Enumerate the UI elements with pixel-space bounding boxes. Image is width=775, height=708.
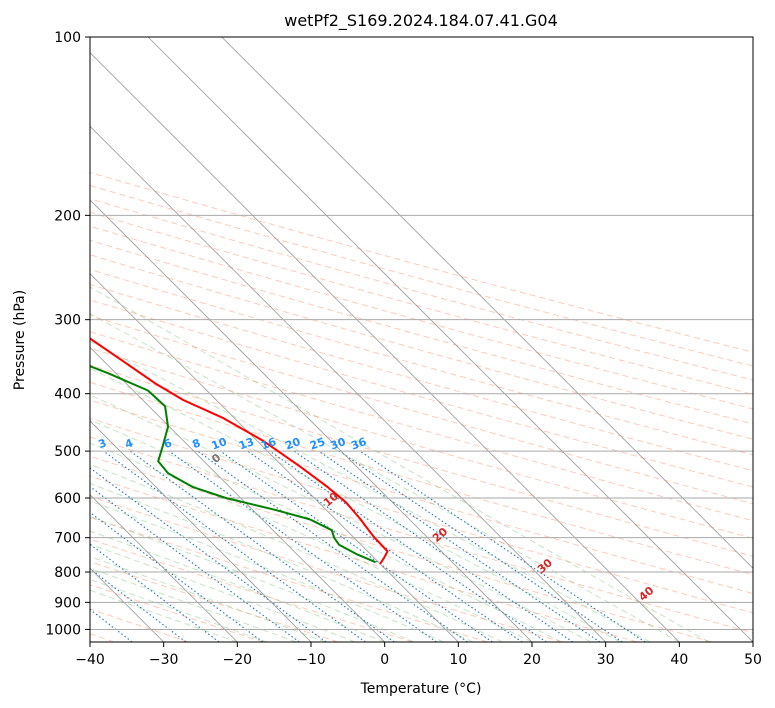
y-tick-label: 400 [54, 387, 81, 403]
isotherm-line [90, 273, 459, 642]
isotherms [90, 37, 753, 642]
isotherm-line [90, 346, 385, 642]
moist-adiabat [90, 286, 710, 642]
temperature-line [90, 337, 389, 565]
mixing-ratio-label: 10 [210, 435, 229, 453]
dry-adiabat [90, 417, 753, 614]
dry-adiabat [90, 475, 638, 642]
x-tick-label: 0 [380, 652, 389, 668]
x-tick-label: 30 [597, 652, 615, 668]
mixing-ratio-label: 8 [191, 436, 203, 451]
moist-adiabat [90, 567, 297, 642]
dry-adiabat [90, 399, 753, 594]
isotherm-line [221, 37, 753, 569]
x-axis-ticks: −40 −30 −20 −10 0 10 20 30 40 50 [75, 642, 762, 668]
y-tick-label: 600 [54, 491, 81, 507]
mixing-ratio-label: 13 [237, 435, 256, 452]
mixing-ratio-line [247, 450, 523, 642]
mixing-ratio-label: 6 [162, 436, 174, 451]
mixing-ratio-label: 30 [329, 435, 348, 453]
moist-adiabat [90, 463, 503, 642]
moist-adiabat [90, 340, 651, 642]
dry-adiabat [90, 254, 753, 440]
isotherm-line [90, 199, 533, 642]
dry-adiabat [90, 584, 264, 642]
dry-adiabat [90, 381, 753, 576]
y-tick-label: 300 [54, 313, 81, 329]
dry-adiabat [90, 364, 753, 557]
mixing-ratio-line [197, 450, 468, 642]
mixing-ratio-line [338, 450, 623, 642]
dry-adiabat [90, 184, 753, 367]
x-tick-label: −10 [296, 652, 326, 668]
isotherm-line [90, 420, 312, 642]
x-axis-label: Temperature (°C) [360, 681, 482, 697]
isotherm-line [147, 37, 753, 642]
mixing-ratio-line [168, 450, 437, 642]
mixing-ratio-label: 20 [283, 435, 302, 453]
x-tick-label: −20 [223, 652, 253, 668]
dry-adiabats [90, 171, 753, 642]
mixing-ratio-line [103, 450, 366, 642]
x-tick-label: 50 [744, 652, 762, 668]
isobars [90, 37, 753, 630]
x-tick-label: 10 [449, 652, 467, 668]
x-tick-label: −40 [75, 652, 105, 668]
chart-title: wetPf2_S169.2024.184.07.41.G04 [284, 11, 558, 31]
profile-series [90, 337, 389, 565]
isotherm-line [90, 125, 606, 642]
mixing-ratio-line [90, 543, 220, 642]
mixing-ratio-label: 36 [349, 435, 368, 453]
y-tick-label: 1000 [45, 622, 81, 638]
y-tick-label: 800 [54, 565, 81, 581]
y-tick-label: 200 [54, 208, 81, 224]
mixing-ratio-label: 3 [97, 436, 109, 451]
mixing-ratio-line [269, 450, 547, 642]
isotherm-line [90, 494, 238, 642]
dewpoint-line [90, 365, 376, 564]
x-tick-label: 40 [670, 652, 688, 668]
dry-adiabat [90, 225, 753, 410]
moist-adiabat [90, 556, 326, 642]
y-tick-label: 900 [54, 595, 81, 611]
dry-adiabat [90, 517, 488, 642]
dry-adiabat [90, 347, 753, 539]
x-tick-label: 20 [523, 652, 541, 668]
y-tick-label: 500 [54, 444, 81, 460]
isotherm-line [90, 52, 680, 642]
moist-adiabat [90, 579, 267, 642]
plot-area: 0.10.20.40.611.52346810131620253036-100-… [90, 37, 753, 642]
x-tick-label: −30 [149, 652, 179, 668]
moist-adiabat [90, 516, 415, 642]
moist-adiabat [90, 419, 562, 642]
dry-adiabat [90, 538, 414, 642]
mixing-ratio-label: 16 [259, 435, 278, 453]
y-axis-label: Pressure (hPa) [12, 290, 28, 390]
moist-adiabat [90, 530, 385, 642]
moist-adiabat [90, 394, 592, 642]
dry-adiabat [90, 455, 712, 642]
y-tick-label: 100 [54, 30, 81, 46]
dry-adiabat [90, 269, 753, 456]
y-axis-ticks: 100 200 300 400 500 600 700 800 900 1000 [45, 30, 90, 638]
mixing-ratio-label: 25 [308, 435, 327, 452]
mixing-ratio-line [90, 467, 327, 642]
mixing-ratio-label: 4 [123, 436, 135, 451]
y-tick-label: 700 [54, 531, 81, 547]
plot-frame [89, 36, 754, 643]
